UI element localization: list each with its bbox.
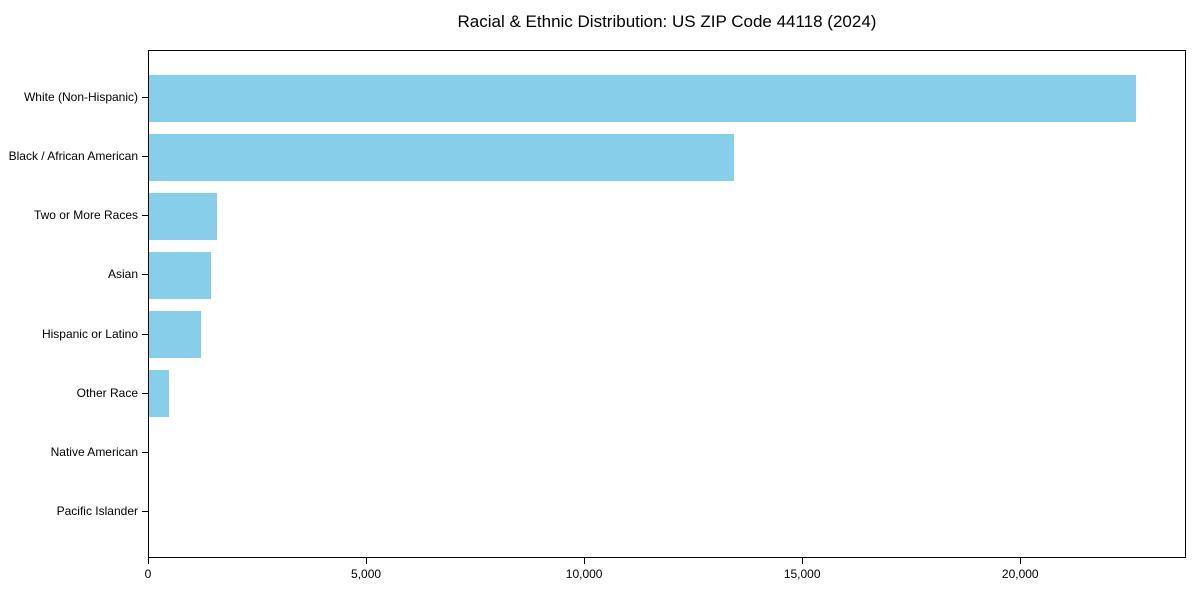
x-tick-label: 20,000 xyxy=(1001,567,1039,581)
x-tick-mark xyxy=(366,558,368,564)
y-tick-label: Other Race xyxy=(76,385,138,400)
y-tick-mark xyxy=(142,274,148,276)
x-tick-mark xyxy=(802,558,804,564)
x-tick-mark xyxy=(1020,558,1022,564)
x-tick-label: 10,000 xyxy=(565,567,603,581)
y-tick-mark xyxy=(142,97,148,98)
y-tick-label: White (Non-Hispanic) xyxy=(23,90,138,104)
y-tick-mark xyxy=(142,215,148,217)
y-tick-label: Asian xyxy=(107,267,138,282)
bar-hispanic-or-latino xyxy=(149,311,201,359)
x-tick-label: 5,000 xyxy=(351,567,382,581)
bar-black-african-american xyxy=(149,133,735,181)
x-tick-label: 15,000 xyxy=(783,567,821,581)
y-tick-mark xyxy=(142,392,148,394)
y-tick-mark xyxy=(142,156,148,158)
x-tick-mark xyxy=(584,558,586,564)
y-tick-label: Native American xyxy=(50,444,138,459)
y-tick-label: Two or More Races xyxy=(33,208,138,223)
bar-white-non-hispanic xyxy=(149,74,1136,122)
bar-two-or-more-races xyxy=(149,192,218,240)
y-tick-label: Hispanic or Latino xyxy=(41,326,138,341)
y-tick-mark xyxy=(142,451,148,453)
x-tick-label: 0 xyxy=(144,567,152,581)
x-tick-mark xyxy=(148,558,149,564)
y-tick-label: Pacific Islander xyxy=(56,504,138,518)
y-tick-mark xyxy=(142,333,148,335)
plot-area xyxy=(148,50,1186,558)
y-tick-mark xyxy=(142,511,148,512)
y-tick-label: Black / African American xyxy=(8,149,138,164)
bar-other-race xyxy=(149,370,169,418)
bar-asian xyxy=(149,251,211,299)
chart-title: Racial & Ethnic Distribution: US ZIP Cod… xyxy=(457,12,877,31)
